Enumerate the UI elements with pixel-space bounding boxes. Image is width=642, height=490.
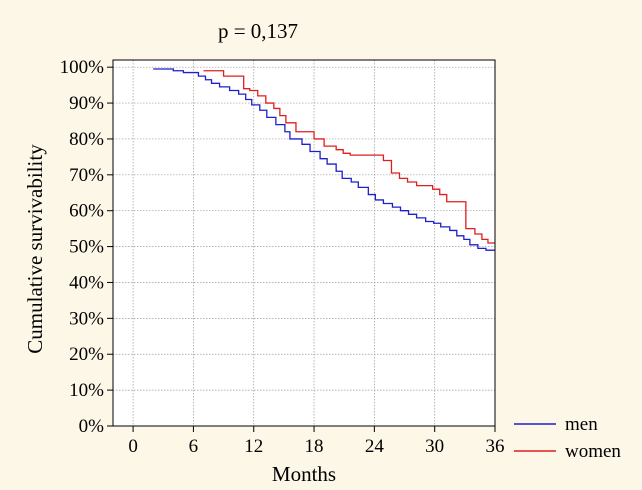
y-tick-label: 100%: [60, 57, 105, 78]
x-tick-label: 0: [128, 436, 138, 457]
plot-background: [113, 60, 495, 426]
legend: men women: [514, 414, 621, 462]
plot-area: 0 6 12 18 24 30 36 0% 10% 20% 30% 40% 50% 60% 70% 80% 90…: [60, 57, 505, 457]
x-tick-label: 36: [486, 436, 505, 457]
y-tick-label: 70%: [69, 165, 104, 186]
y-tick-label: 50%: [69, 237, 104, 258]
series-line-women: [203, 70, 495, 244]
legend-label-women: women: [565, 441, 621, 462]
x-tick-label: 18: [305, 436, 324, 457]
legend-label-men: men: [565, 414, 598, 435]
y-axis-title: Cumulative survivability: [23, 144, 47, 354]
x-tick-label: 30: [425, 436, 444, 457]
x-tick-label: 6: [189, 436, 199, 457]
y-tick-label: 40%: [69, 272, 104, 293]
x-axis-title: Months: [272, 462, 336, 486]
x-tick-label: 12: [244, 436, 263, 457]
y-tick-label: 10%: [69, 380, 104, 401]
y-tick-label: 0%: [79, 416, 105, 437]
y-tick-label: 20%: [69, 344, 104, 365]
y-tick-label: 30%: [69, 308, 104, 329]
series-line-men: [153, 68, 495, 251]
y-tick-label: 80%: [69, 129, 104, 150]
x-tick-label: 24: [365, 436, 385, 457]
chart-title: p = 0,137: [218, 19, 298, 43]
y-tick-label: 90%: [69, 93, 104, 114]
y-tick-label: 60%: [69, 201, 104, 222]
plot-frame: [112, 59, 496, 427]
